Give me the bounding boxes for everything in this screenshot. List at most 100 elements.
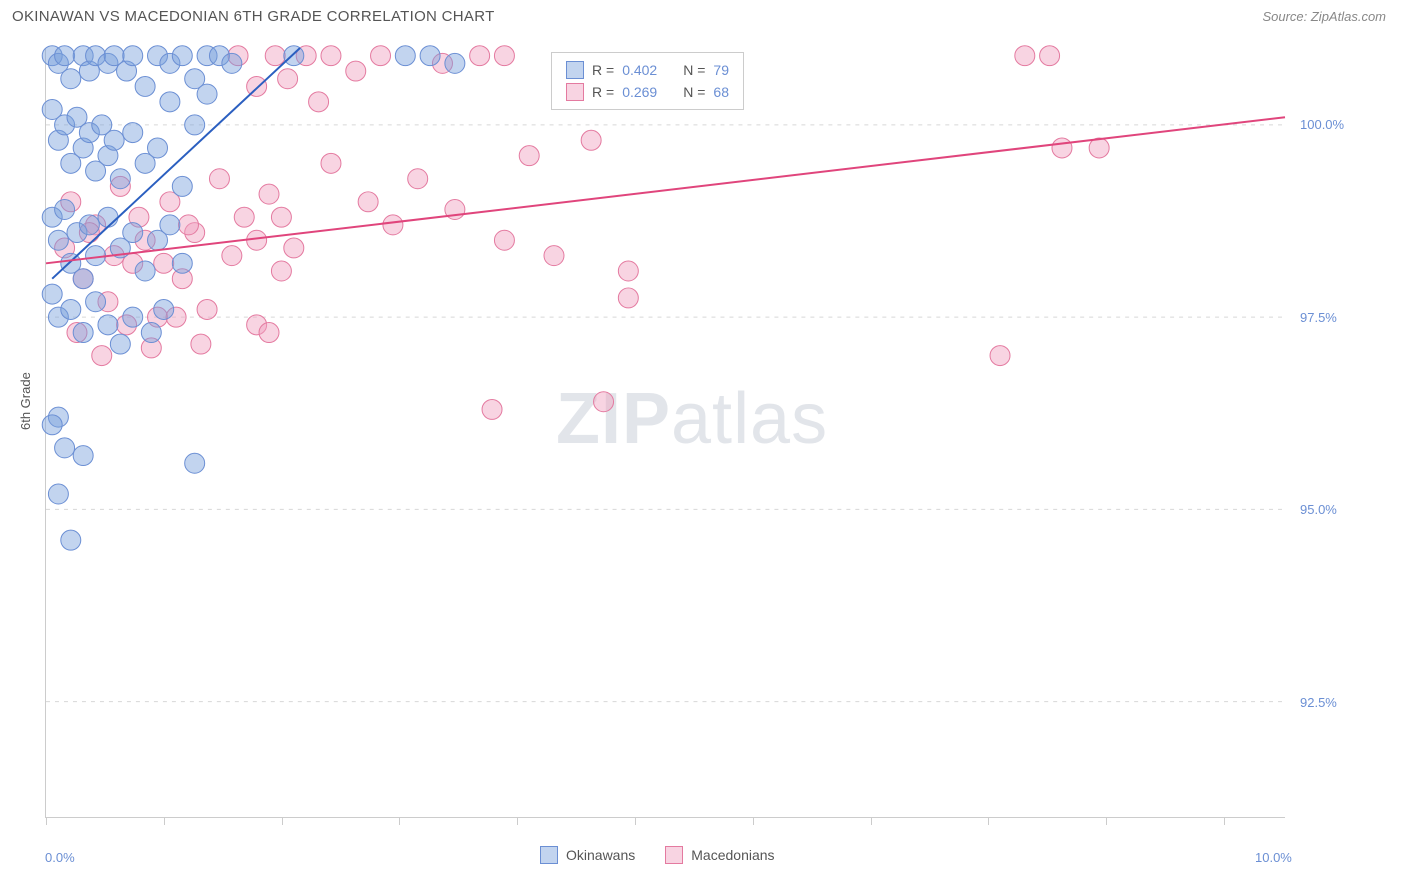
y-tick-label: 97.5% xyxy=(1300,310,1337,325)
data-point xyxy=(321,153,341,173)
data-point xyxy=(160,215,180,235)
data-point xyxy=(1052,138,1072,158)
data-point xyxy=(482,399,502,419)
trend-line xyxy=(46,117,1285,263)
data-point xyxy=(61,299,81,319)
data-point xyxy=(160,92,180,112)
data-point xyxy=(445,53,465,73)
data-point xyxy=(197,299,217,319)
data-point xyxy=(191,334,211,354)
data-point xyxy=(185,453,205,473)
y-axis-label: 6th Grade xyxy=(18,372,33,430)
data-point xyxy=(395,46,415,66)
data-point xyxy=(358,192,378,212)
data-point xyxy=(1015,46,1035,66)
data-point xyxy=(141,323,161,343)
x-tick-label-left: 0.0% xyxy=(45,850,75,865)
data-point xyxy=(278,69,298,89)
y-tick-label: 92.5% xyxy=(1300,695,1337,710)
x-tick xyxy=(1106,817,1107,825)
data-point xyxy=(135,76,155,96)
legend-swatch xyxy=(665,846,683,864)
data-point xyxy=(371,46,391,66)
source-label: Source: ZipAtlas.com xyxy=(1262,9,1386,24)
data-point xyxy=(1040,46,1060,66)
data-point xyxy=(110,334,130,354)
data-point xyxy=(55,438,75,458)
data-point xyxy=(55,46,75,66)
data-point xyxy=(178,215,198,235)
x-tick xyxy=(164,817,165,825)
data-point xyxy=(172,253,192,273)
data-point xyxy=(383,215,403,235)
plot-area: ZIPatlas 100.0%97.5%95.0%92.5% R =0.402N… xyxy=(45,48,1285,818)
data-point xyxy=(259,184,279,204)
data-point xyxy=(55,200,75,220)
data-point xyxy=(86,292,106,312)
data-point xyxy=(594,392,614,412)
data-point xyxy=(271,207,291,227)
data-point xyxy=(222,246,242,266)
data-point xyxy=(42,415,62,435)
data-point xyxy=(110,169,130,189)
legend-r-value: 0.269 xyxy=(622,81,657,103)
x-tick xyxy=(399,817,400,825)
data-point xyxy=(470,46,490,66)
title-bar: OKINAWAN VS MACEDONIAN 6TH GRADE CORRELA… xyxy=(0,0,1406,33)
legend-r-label: R = xyxy=(592,81,614,103)
data-point xyxy=(92,346,112,366)
data-point xyxy=(420,46,440,66)
data-point xyxy=(48,484,68,504)
x-tick xyxy=(46,817,47,825)
data-point xyxy=(123,46,143,66)
data-point xyxy=(618,261,638,281)
data-point xyxy=(1089,138,1109,158)
data-point xyxy=(990,346,1010,366)
y-tick-label: 95.0% xyxy=(1300,502,1337,517)
data-point xyxy=(172,46,192,66)
x-tick-label-right: 10.0% xyxy=(1255,850,1292,865)
data-point xyxy=(271,261,291,281)
data-point xyxy=(321,46,341,66)
data-point xyxy=(98,315,118,335)
legend-swatch xyxy=(540,846,558,864)
data-point xyxy=(98,207,118,227)
data-point xyxy=(185,115,205,135)
data-point xyxy=(148,138,168,158)
bottom-legend: Okinawans Macedonians xyxy=(540,846,775,864)
data-point xyxy=(135,261,155,281)
data-point xyxy=(494,46,514,66)
legend-row: R = 0.269 N = 68 xyxy=(566,81,729,103)
data-point xyxy=(104,130,124,150)
data-point xyxy=(544,246,564,266)
x-tick xyxy=(517,817,518,825)
bottom-legend-label: Okinawans xyxy=(566,847,635,863)
data-point xyxy=(61,530,81,550)
x-tick xyxy=(635,817,636,825)
data-point xyxy=(234,207,254,227)
legend-n-value: 68 xyxy=(713,81,729,103)
data-point xyxy=(197,84,217,104)
data-point xyxy=(618,288,638,308)
data-point xyxy=(73,269,93,289)
data-point xyxy=(61,69,81,89)
plot-svg xyxy=(46,48,1285,817)
data-point xyxy=(73,323,93,343)
data-point xyxy=(284,238,304,258)
legend-n-label: N = xyxy=(683,81,705,103)
data-point xyxy=(346,61,366,81)
bottom-legend-label: Macedonians xyxy=(691,847,774,863)
data-point xyxy=(259,323,279,343)
legend-n-value: 79 xyxy=(713,59,729,81)
data-point xyxy=(247,76,267,96)
data-point xyxy=(48,230,68,250)
legend-swatch xyxy=(566,83,584,101)
x-tick xyxy=(282,817,283,825)
x-tick xyxy=(1224,817,1225,825)
data-point xyxy=(494,230,514,250)
data-point xyxy=(581,130,601,150)
data-point xyxy=(123,123,143,143)
data-point xyxy=(154,299,174,319)
data-point xyxy=(42,284,62,304)
data-point xyxy=(123,223,143,243)
